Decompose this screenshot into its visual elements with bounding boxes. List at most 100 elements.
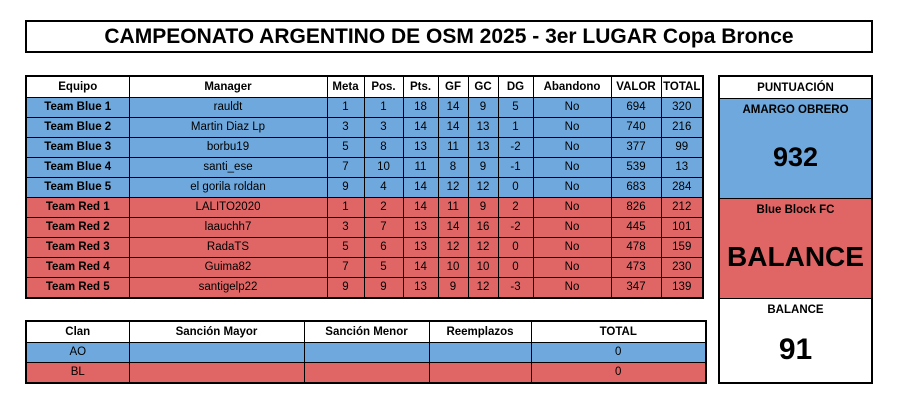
cell-pos: 7 bbox=[363, 217, 404, 238]
cell-dg: 0 bbox=[497, 237, 534, 258]
cell-pts: 14 bbox=[402, 197, 439, 218]
cell-total: 13 bbox=[660, 157, 704, 178]
cell-manager: borbu19 bbox=[128, 137, 328, 158]
cell-abandono: No bbox=[532, 157, 612, 178]
cell-gf: 12 bbox=[437, 177, 469, 198]
cell-valor: 539 bbox=[610, 157, 662, 178]
cell-manager: Martin Diaz Lp bbox=[128, 117, 328, 138]
cell-pos: 1 bbox=[363, 97, 404, 118]
cell-total: 101 bbox=[660, 217, 704, 238]
cell-equipo: Team Blue 3 bbox=[25, 137, 130, 158]
team-row: Team Red 2 laauchh7 3 7 13 14 16 -2 No 445 101 bbox=[25, 217, 704, 238]
cell-meta: 3 bbox=[326, 117, 365, 138]
clan-row: BL 0 bbox=[25, 362, 707, 384]
cell-gf: 11 bbox=[437, 137, 469, 158]
cell-pts: 14 bbox=[402, 117, 439, 138]
cell-pts: 14 bbox=[402, 177, 439, 198]
team-b-value: BALANCE bbox=[727, 241, 864, 272]
cell-gc: 10 bbox=[467, 257, 499, 278]
cell-dg: 0 bbox=[497, 177, 534, 198]
cell-dg: 0 bbox=[497, 257, 534, 278]
cell-total: 139 bbox=[660, 277, 704, 299]
team-a-score: 932 bbox=[772, 142, 819, 172]
clan-cell: 0 bbox=[530, 342, 707, 363]
cell-total: 284 bbox=[660, 177, 704, 198]
page-title: CAMPEONATO ARGENTINO DE OSM 2025 - 3er L… bbox=[25, 20, 873, 53]
cell-valor: 347 bbox=[610, 277, 662, 299]
cell-dg: 2 bbox=[497, 197, 534, 218]
cell-pts: 14 bbox=[402, 257, 439, 278]
cell-gf: 10 bbox=[437, 257, 469, 278]
cell-manager: Guima82 bbox=[128, 257, 328, 278]
cell-equipo: Team Red 4 bbox=[25, 257, 130, 278]
cell-manager: RadaTS bbox=[128, 237, 328, 258]
cell-equipo: Team Blue 2 bbox=[25, 117, 130, 138]
results-table: Equipo Manager Meta Pos. Pts. GF GC DG A… bbox=[25, 75, 704, 299]
cell-meta: 1 bbox=[326, 97, 365, 118]
col-meta: Meta bbox=[326, 75, 365, 98]
cell-meta: 3 bbox=[326, 217, 365, 238]
cell-equipo: Team Red 3 bbox=[25, 237, 130, 258]
cell-dg: -1 bbox=[497, 157, 534, 178]
cell-pos: 2 bbox=[363, 197, 404, 218]
team-row: Team Blue 5 el gorila roldan 9 4 14 12 12 0 No 68… bbox=[25, 177, 704, 198]
cell-valor: 826 bbox=[610, 197, 662, 218]
cell-pts: 11 bbox=[402, 157, 439, 178]
cell-equipo: Team Blue 1 bbox=[25, 97, 130, 118]
team-b-score-box: Blue Block FC BALANCE bbox=[720, 199, 871, 299]
cell-valor: 683 bbox=[610, 177, 662, 198]
col-abandono: Abandono bbox=[532, 75, 612, 98]
cell-pos: 3 bbox=[363, 117, 404, 138]
cell-gc: 16 bbox=[467, 217, 499, 238]
cell-pos: 8 bbox=[363, 137, 404, 158]
col-clan-total: TOTAL bbox=[530, 320, 707, 343]
cell-equipo: Team Red 2 bbox=[25, 217, 130, 238]
cell-abandono: No bbox=[532, 177, 612, 198]
cell-abandono: No bbox=[532, 197, 612, 218]
cell-gf: 12 bbox=[437, 237, 469, 258]
clan-cell: AO bbox=[25, 342, 130, 363]
cell-meta: 9 bbox=[326, 277, 365, 299]
col-valor: VALOR bbox=[610, 75, 662, 98]
balance-label: BALANCE bbox=[767, 304, 824, 316]
team-a-name: AMARGO OBRERO bbox=[742, 104, 849, 116]
cell-pts: 13 bbox=[402, 137, 439, 158]
col-gc: GC bbox=[467, 75, 499, 98]
col-pos: Pos. bbox=[363, 75, 404, 98]
cell-gc: 9 bbox=[467, 97, 499, 118]
col-equipo: Equipo bbox=[25, 75, 130, 98]
clan-table: Clan Sanción Mayor Sanción Menor Reempla… bbox=[25, 320, 707, 384]
team-row: Team Red 1 LALITO2020 1 2 14 11 9 2 No 826 212 bbox=[25, 197, 704, 218]
cell-valor: 473 bbox=[610, 257, 662, 278]
cell-gf: 14 bbox=[437, 217, 469, 238]
cell-gf: 8 bbox=[437, 157, 469, 178]
cell-gc: 13 bbox=[467, 137, 499, 158]
cell-abandono: No bbox=[532, 137, 612, 158]
cell-gc: 13 bbox=[467, 117, 499, 138]
cell-pts: 13 bbox=[402, 217, 439, 238]
puntuacion-header: PUNTUACIÓN bbox=[720, 77, 871, 99]
cell-manager: santi_ese bbox=[128, 157, 328, 178]
team-row: Team Red 4 Guima82 7 5 14 10 10 0 No 473 230 bbox=[25, 257, 704, 278]
cell-equipo: Team Blue 5 bbox=[25, 177, 130, 198]
cell-gc: 12 bbox=[467, 277, 499, 299]
cell-valor: 694 bbox=[610, 97, 662, 118]
clan-cell bbox=[303, 342, 430, 363]
cell-pos: 10 bbox=[363, 157, 404, 178]
cell-pos: 6 bbox=[363, 237, 404, 258]
clan-cell bbox=[128, 342, 305, 363]
team-row: Team Red 3 RadaTS 5 6 13 12 12 0 No 478 159 bbox=[25, 237, 704, 258]
cell-gf: 14 bbox=[437, 117, 469, 138]
cell-meta: 5 bbox=[326, 237, 365, 258]
cell-gf: 14 bbox=[437, 97, 469, 118]
clan-cell: 0 bbox=[530, 362, 707, 384]
cell-pos: 9 bbox=[363, 277, 404, 299]
cell-dg: -2 bbox=[497, 137, 534, 158]
cell-pos: 5 bbox=[363, 257, 404, 278]
cell-equipo: Team Blue 4 bbox=[25, 157, 130, 178]
cell-abandono: No bbox=[532, 277, 612, 299]
cell-dg: -2 bbox=[497, 217, 534, 238]
cell-total: 230 bbox=[660, 257, 704, 278]
cell-pts: 13 bbox=[402, 277, 439, 299]
cell-total: 216 bbox=[660, 117, 704, 138]
